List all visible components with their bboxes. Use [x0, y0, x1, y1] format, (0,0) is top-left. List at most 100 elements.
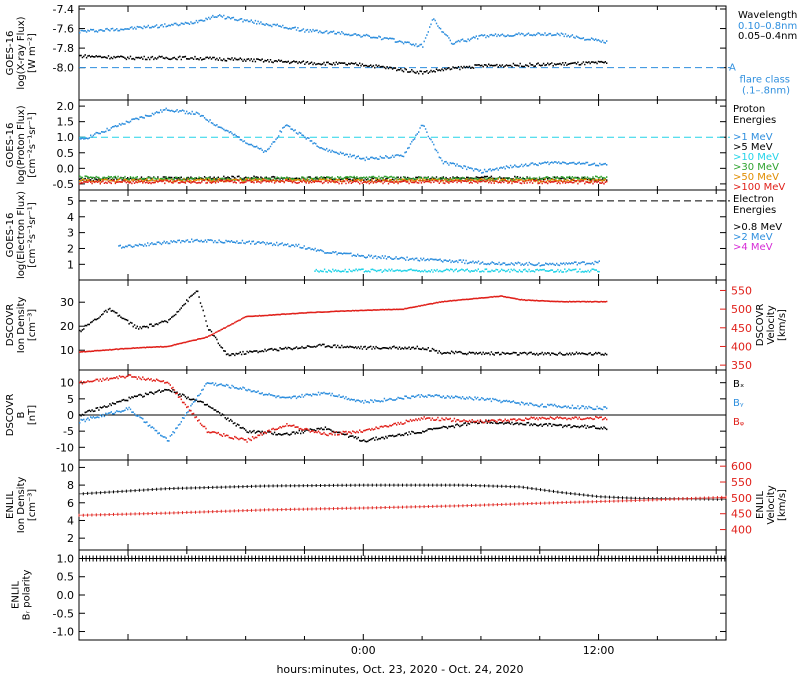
- electron-legend-item: >0.8 MeV: [733, 222, 782, 233]
- dscovr-b-ylabel: DSCOVRB[nT]: [5, 394, 38, 437]
- dscovr-density-right-ytick-label: 550: [731, 284, 752, 297]
- xray-ytick-label: -8.0: [53, 62, 74, 75]
- panel-enlil-polarity: 1.0 0.5 0.0 -0.5 -1.0 ENLILBᵣ polarity 0:00 12:…: [11, 549, 727, 657]
- dscovr-b-ytick-label: 0: [67, 409, 74, 422]
- electron-legend-item: >2 MeV: [733, 232, 773, 243]
- proton-ytick-label: -0.5: [53, 178, 74, 191]
- panel-enlil-density: 10 8 6 4 2 ENLILIon Density[cm⁻³] 600 550 500 450…: [5, 459, 788, 551]
- electron-series-0: [118, 238, 600, 267]
- electron-ytick-label: 1: [67, 258, 74, 271]
- xray-reference-label: (.1–.8nm): [742, 86, 790, 97]
- dscovr-b-legend-item: Bᵧ: [733, 398, 744, 409]
- dscovr-b-series-2-marks: [79, 374, 608, 443]
- proton-series-0: [79, 107, 608, 174]
- xray-ylabel: GOES-16log(X-ray Flux)[W m⁻²]: [5, 16, 38, 89]
- electron-legend-item: >4 MeV: [733, 242, 773, 253]
- enlil-density-ytick-label: 6: [67, 497, 74, 510]
- enlil-polarity-ytick-label: -1.0: [53, 626, 74, 639]
- enlil-density-right-ytick-label: 400: [731, 524, 752, 537]
- enlil-density-ylabel: ENLILIon Density[cm⁻³]: [5, 477, 38, 534]
- electron-legend-title: Electron: [733, 194, 774, 205]
- panel-proton: 2.0 1.5 1.0 0.5 0.0 -0.5 GOES-16log(Proton Flu…: [5, 99, 785, 193]
- proton-ytick-label: 2.0: [57, 100, 75, 113]
- dscovr-b-legend-item: Bᵩ: [733, 417, 744, 428]
- xray-flare-tag: A: [729, 63, 736, 74]
- enlil-density-ytick-label: 2: [67, 532, 74, 545]
- enlil-density-series-1: [78, 495, 727, 517]
- proton-series-4-marks: [79, 179, 608, 185]
- electron-series-1: [314, 268, 600, 273]
- xray-legend-item: 0.05–0.4nm: [738, 31, 797, 42]
- proton-legend-title: Proton: [733, 104, 765, 115]
- enlil-density-right-ylabel: ENLILVelocity[km/s]: [755, 485, 788, 524]
- xray-series-1: [79, 54, 608, 75]
- dscovr-density-series-0-marks: [79, 290, 608, 357]
- enlil-density-right-ytick-label: 450: [731, 508, 752, 521]
- electron-series-0-marks: [118, 238, 600, 267]
- electron-legend-title: Energies: [733, 205, 776, 216]
- enlil-density-ytick-label: 4: [67, 514, 74, 527]
- xray-series-0-marks: [79, 14, 608, 48]
- dscovr-density-ytick-label: 30: [60, 296, 74, 309]
- x-tick-label: 0:00: [351, 644, 376, 657]
- dscovr-b-ytick-label: -10: [56, 441, 74, 454]
- dscovr-b-series-1: [79, 382, 608, 442]
- electron-ytick-label: 3: [67, 227, 74, 240]
- proton-ytick-label: 1.5: [57, 116, 75, 129]
- enlil-density-series-0-line: [78, 484, 727, 500]
- dscovr-density-right-ytick-label: 400: [731, 340, 752, 353]
- x-tick-label: 12:00: [583, 644, 615, 657]
- enlil-density-right-ytick-label: 600: [731, 460, 752, 473]
- enlil-polarity-ytick-label: 0.0: [57, 589, 75, 602]
- enlil-density-series-0: [78, 483, 727, 501]
- dscovr-b-ytick-label: 10: [60, 377, 74, 390]
- proton-legend-item: >5 MeV: [733, 142, 773, 153]
- electron-series-1-marks: [314, 268, 600, 273]
- electron-ytick-label: 5: [67, 195, 74, 208]
- dscovr-density-right-ytick-label: 350: [731, 359, 752, 372]
- proton-ytick-label: 1.0: [57, 131, 75, 144]
- enlil-polarity-ytick-label: -0.5: [53, 607, 74, 620]
- electron-ytick-label: 4: [67, 211, 74, 224]
- dscovr-density-ytick-label: 20: [60, 320, 74, 333]
- proton-legend-title: Energies: [733, 115, 776, 126]
- proton-ytick-label: 0.5: [57, 147, 75, 160]
- xray-ytick-label: -7.8: [53, 42, 74, 55]
- proton-ytick-label: 0.0: [57, 162, 75, 175]
- proton-legend-item: >30 MeV: [733, 162, 779, 173]
- proton-legend-item: >100 MeV: [733, 182, 785, 193]
- xray-series-0: [79, 14, 608, 48]
- dscovr-b-ytick-label: -5: [63, 425, 74, 438]
- enlil-density-ytick-label: 8: [67, 479, 74, 492]
- dscovr-b-series-1-marks: [79, 382, 608, 442]
- dscovr-density-series-0: [79, 290, 608, 357]
- panels: -7.4 -7.6 -7.8 -8.0 GOES-16log(X-ray Flux)[W…: [5, 3, 797, 657]
- proton-legend-item: >1 MeV: [733, 132, 773, 143]
- xray-reference-label: flare class: [740, 75, 790, 86]
- dscovr-density-series-1-marks: [79, 295, 608, 353]
- proton-legend-item: >50 MeV: [733, 172, 779, 183]
- proton-series-4: [79, 179, 608, 185]
- enlil-polarity-ytick-label: 0.5: [57, 571, 75, 584]
- xray-ytick-label: -7.6: [53, 23, 74, 36]
- xray-legend-item: 0.10–0.8nm: [738, 21, 797, 32]
- dscovr-density-right-ytick-label: 450: [731, 322, 752, 335]
- proton-series-0-marks: [79, 107, 608, 174]
- enlil-density-right-ytick-label: 500: [731, 492, 752, 505]
- proton-legend-item: >10 MeV: [733, 152, 779, 163]
- time-axis: hours:minutes, Oct. 23, 2020 - Oct. 24, …: [276, 663, 523, 676]
- enlil-polarity-series-0: [78, 555, 726, 562]
- electron-ylabel: GOES-16log(Electron Flux)[cm⁻²s⁻¹sr⁻¹]: [5, 191, 38, 279]
- x-axis-title: hours:minutes, Oct. 23, 2020 - Oct. 24, …: [276, 663, 523, 676]
- enlil-polarity-ylabel: ENLILBᵣ polarity: [11, 570, 33, 621]
- dscovr-b-legend-item: Bₓ: [733, 379, 744, 390]
- xray-ytick-label: -7.4: [53, 3, 74, 16]
- enlil-polarity-ytick-label: 1.0: [57, 552, 75, 565]
- proton-ylabel: GOES-16log(Proton Flux)[cm⁻²s⁻¹sr⁻¹]: [5, 105, 38, 184]
- dscovr-density-ylabel: DSCOVRIon Density[cm⁻³]: [5, 297, 38, 354]
- xray-series-1-marks: [79, 54, 608, 75]
- panel-dscovr-density: 30 20 10 DSCOVRIon Density[cm⁻³] 550 500 450 40…: [5, 279, 788, 372]
